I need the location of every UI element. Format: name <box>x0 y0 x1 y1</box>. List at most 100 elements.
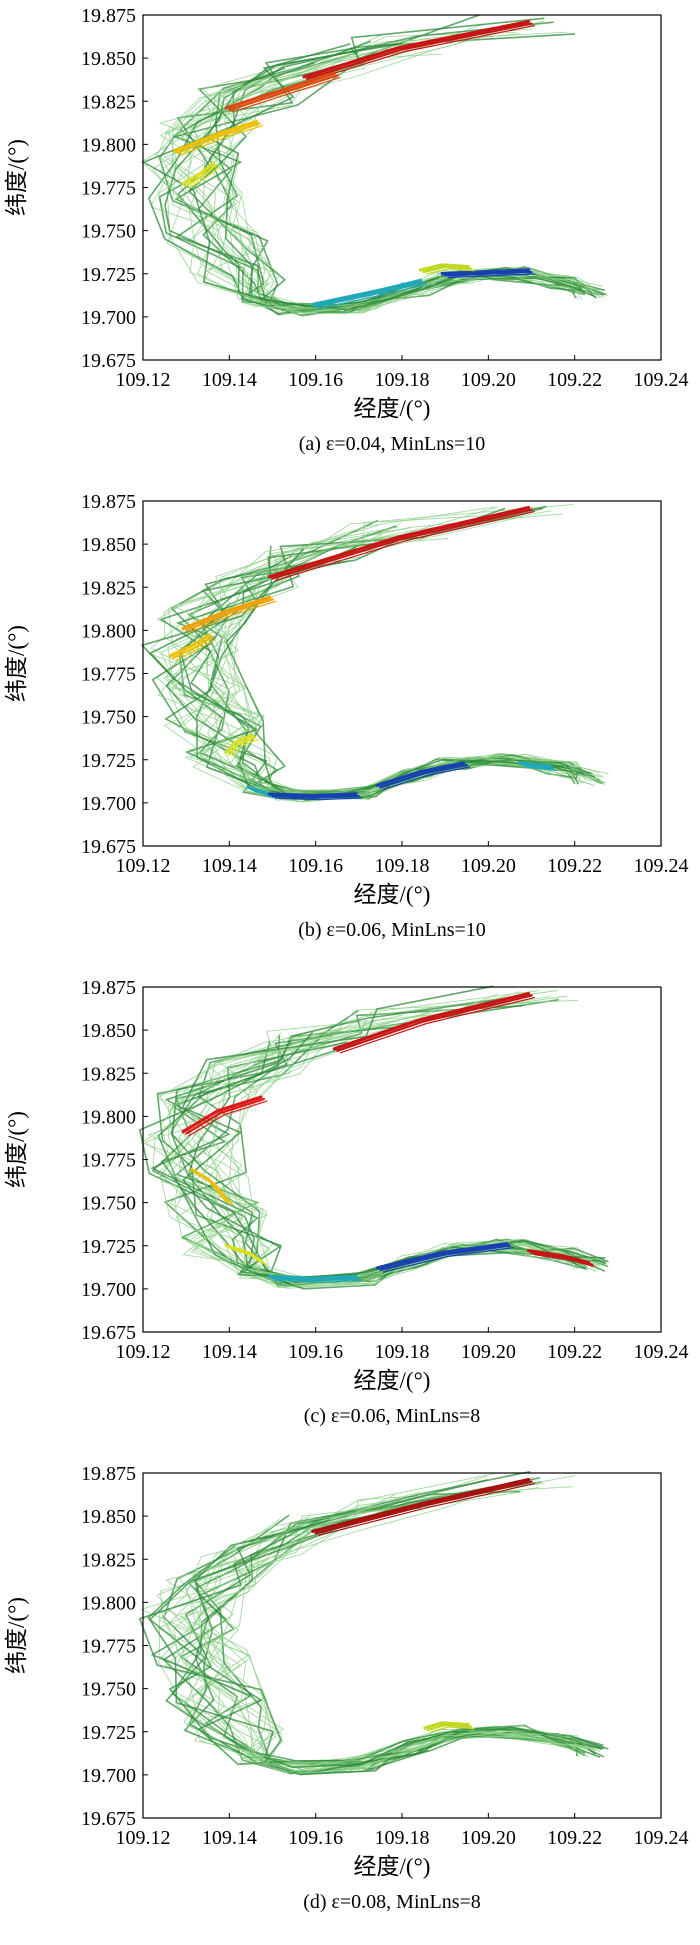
cluster-segment-3 <box>175 638 216 661</box>
trajectory-line <box>157 67 598 313</box>
trajectory-line <box>165 1476 597 1772</box>
x-tick-label: 109.12 <box>116 855 171 877</box>
cluster-segment-1 <box>318 1483 536 1536</box>
x-tick-label: 109.12 <box>116 369 171 391</box>
panel-caption: (d) ε=0.08, MinLns=8 <box>303 1891 481 1913</box>
cluster-segment-2 <box>185 1098 265 1135</box>
cluster-segment-1 <box>267 506 531 579</box>
panel-caption: (c) ε=0.06, MinLns=8 <box>304 1405 481 1427</box>
cluster-segment-1 <box>332 992 531 1051</box>
y-tick-label: 19.750 <box>81 1679 136 1701</box>
x-axis-label: 经度/(°) <box>354 882 431 907</box>
y-tick-label: 19.775 <box>81 178 136 200</box>
cluster-segment-2 <box>426 1723 473 1732</box>
x-tick-label: 109.22 <box>547 855 602 877</box>
trajectory-line <box>185 1480 590 1764</box>
cluster-segment-6 <box>271 794 360 799</box>
cluster-segment-5 <box>271 1277 360 1282</box>
cluster-segment-2 <box>181 595 272 630</box>
cluster-segment-3 <box>172 636 214 660</box>
cluster-segment-7 <box>422 265 473 274</box>
cluster-segment-2 <box>231 76 341 113</box>
y-tick-label: 19.800 <box>81 620 136 642</box>
y-tick-label: 19.725 <box>81 264 136 286</box>
y-tick-label: 19.725 <box>81 750 136 772</box>
cluster-segment-7 <box>419 263 470 272</box>
panel-caption: (b) ε=0.06, MinLns=10 <box>298 919 486 941</box>
cluster-segment-7 <box>530 1251 593 1266</box>
y-tick-label: 19.700 <box>81 307 136 329</box>
y-tick-label: 19.825 <box>81 1549 136 1571</box>
trajectory-line <box>152 33 576 312</box>
x-tick-label: 109.16 <box>288 1827 343 1849</box>
trajectory-line <box>140 999 582 1289</box>
x-tick-label: 109.24 <box>634 1827 689 1849</box>
cluster-segment-2 <box>228 74 339 111</box>
y-tick-label: 19.750 <box>81 707 136 729</box>
x-axis-label: 经度/(°) <box>354 1854 431 1879</box>
cluster-segment-6 <box>274 797 363 801</box>
cluster-segment-6 <box>375 1242 509 1270</box>
chart-panel-3: 19.875 19.850 19.825 19.800 19.775 19.750 19.7… <box>4 977 689 1427</box>
x-tick-label: 109.22 <box>547 1827 602 1849</box>
x-tick-label: 109.12 <box>116 1827 171 1849</box>
cluster-segment-1 <box>339 997 536 1054</box>
x-tick-label: 109.18 <box>375 855 430 877</box>
cluster-segment-2 <box>188 1100 268 1137</box>
x-tick-label: 109.24 <box>634 1341 689 1363</box>
y-tick-label: 19.675 <box>81 1322 136 1344</box>
panel-caption: (a) ε=0.04, MinLns=10 <box>299 433 486 455</box>
trajectory-line <box>182 1022 587 1282</box>
cluster-segment-8 <box>525 766 557 771</box>
cluster-segment-5 <box>318 283 428 310</box>
x-tick-label: 109.16 <box>288 369 343 391</box>
y-tick-label: 19.800 <box>81 1592 136 1614</box>
x-axis-label: 经度/(°) <box>354 1368 431 1393</box>
cluster-segment-6 <box>440 268 531 276</box>
trajectory-line <box>173 1486 577 1774</box>
cluster-segment-3 <box>168 633 211 658</box>
cluster-segment-3 <box>172 120 259 153</box>
y-tick-label: 19.875 <box>81 1463 136 1485</box>
trajectory-line <box>225 548 593 796</box>
cluster-segment-7 <box>533 1254 596 1268</box>
y-tick-label: 19.750 <box>81 1193 136 1215</box>
y-tick-label: 19.825 <box>81 91 136 113</box>
cluster-segment-6 <box>267 792 358 798</box>
cluster-segment-1 <box>311 1478 531 1533</box>
cluster-segment-4 <box>185 164 218 187</box>
trajectory-line <box>150 1477 605 1775</box>
cluster-segment-6 <box>382 1247 514 1273</box>
plot-frame <box>142 986 662 1333</box>
x-tick-label: 109.14 <box>202 1827 257 1849</box>
cluster-segment-1 <box>274 511 536 582</box>
x-tick-label: 109.12 <box>116 1341 171 1363</box>
cluster-segment-4 <box>188 166 220 189</box>
x-tick-label: 109.20 <box>461 1827 516 1849</box>
chart-panel-2: 19.875 19.850 19.825 19.800 19.775 19.750 19.7… <box>4 491 689 941</box>
cluster-segment-2 <box>188 600 277 633</box>
plot-frame <box>142 1472 662 1819</box>
trajectory-line <box>170 1005 609 1284</box>
y-tick-label: 19.850 <box>81 1020 136 1042</box>
cluster-segment-3 <box>179 125 264 156</box>
background-trajectories <box>140 503 609 803</box>
x-tick-label: 109.20 <box>461 369 516 391</box>
y-tick-label: 19.850 <box>81 48 136 70</box>
cluster-segment-5 <box>274 1279 363 1283</box>
y-tick-label: 19.675 <box>81 836 136 858</box>
cluster-segment-3 <box>197 1173 233 1206</box>
background-trajectories <box>138 985 609 1290</box>
x-tick-label: 109.24 <box>634 855 689 877</box>
cluster-segment-2 <box>224 71 336 110</box>
cluster-segment-1 <box>271 508 533 580</box>
cluster-segment-8 <box>521 763 555 770</box>
x-tick-label: 109.14 <box>202 855 257 877</box>
y-tick-label: 19.675 <box>81 350 136 372</box>
x-tick-label: 109.22 <box>547 1341 602 1363</box>
y-tick-label: 19.775 <box>81 1150 136 1172</box>
y-tick-label: 19.875 <box>81 977 136 999</box>
y-axis-label: 纬度/(°) <box>4 1597 29 1674</box>
cluster-segment-7 <box>379 763 468 789</box>
